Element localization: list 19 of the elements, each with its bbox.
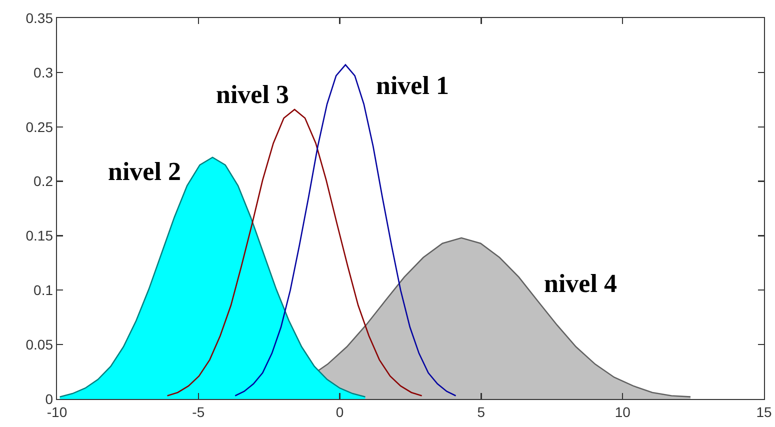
x-tick-label: 0 [336, 404, 344, 420]
y-tick-label: 0 [45, 390, 54, 407]
y-tick-label: 0.35 [26, 10, 54, 26]
series-label: nivel 1 [376, 71, 449, 100]
series-label: nivel 3 [216, 80, 289, 109]
y-tick-label: 0.3 [34, 64, 54, 80]
y-tick-label: 0.2 [34, 173, 54, 190]
y-tick-label: 0.25 [26, 118, 54, 135]
x-tick-label: 15 [756, 404, 772, 420]
x-tick-label: -5 [192, 404, 205, 420]
line-series [166, 108, 422, 396]
y-tick-label: 0.1 [34, 282, 54, 298]
series-label: nivel 2 [108, 157, 181, 186]
series-label: nivel 4 [544, 269, 617, 298]
x-tick-label: 5 [477, 404, 486, 420]
y-tick-label: 0.15 [26, 228, 54, 244]
x-tick-label: 10 [614, 404, 631, 420]
y-tick-label: 0.05 [26, 336, 54, 352]
x-tick-label: -10 [46, 404, 68, 420]
